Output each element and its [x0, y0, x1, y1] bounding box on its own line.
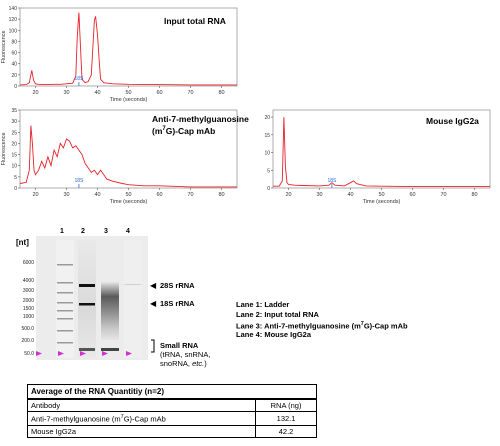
small-rna-title: Small RNA	[160, 341, 199, 350]
y-tick-label: 0	[14, 186, 17, 192]
x-tick-label: 40	[94, 192, 100, 198]
lane-legend-1: Lane 1: Ladder	[236, 300, 290, 309]
table-row: Mouse IgG2a 42.2	[26, 424, 317, 438]
x-tick-label: 60	[156, 90, 162, 96]
y-tick-label: 0	[14, 84, 17, 90]
table-caption-row: Average of the RNA Quantitiy (n=2)	[27, 384, 317, 400]
table-header-row: Antibody RNA (ng)	[26, 398, 317, 412]
series-line	[19, 12, 237, 86]
marker-label-18s: 18S	[74, 178, 84, 184]
x-tick-label: 60	[156, 192, 162, 198]
small-rna-line1: (tRNA, snRNA,	[160, 350, 211, 359]
panel-title-m7g-line1: Anti-7-methylguanosine	[152, 114, 249, 124]
y-tick-label: 100	[9, 28, 18, 34]
y-tick-label: 40	[11, 62, 17, 68]
series-line	[19, 125, 237, 188]
y-tick-label: 80	[11, 39, 17, 45]
chart-input-total-rna: 20 30 40 50 60 70 80 0 20 40 60 80 100 120 140 Time (se…	[1, 6, 238, 103]
table-cell-antibody: Mouse IgG2a	[26, 424, 257, 438]
x-tick-label: 70	[187, 90, 193, 96]
x-tick-label: 80	[218, 192, 224, 198]
y-tick-label: 10	[11, 164, 17, 170]
gel-lane-number: 3	[104, 228, 108, 235]
y-tick-label: 20	[11, 73, 17, 79]
lane-legend-4: Lane 4: Mouse IgG2a	[236, 330, 312, 339]
band-label-18s: 18S rRNA	[160, 299, 195, 308]
chart-mouse-igg2a: 20 30 40 50 60 70 80 0 5 10 15 20 Time (seconds) 18S	[264, 109, 491, 205]
panel-title-input: Input total RNA	[164, 16, 226, 26]
x-tick-label: 80	[218, 90, 224, 96]
x-tick-label: 50	[125, 192, 131, 198]
y-axis-label: Fluorescence	[1, 30, 7, 63]
ladder-label: 50.0	[24, 351, 34, 357]
y-tick-label: 30	[11, 119, 17, 125]
y-tick-label: 60	[11, 51, 17, 57]
table-header-antibody: Antibody	[26, 398, 257, 412]
y-tick-label: 140	[9, 6, 18, 12]
ladder-label: 2000	[22, 298, 34, 304]
table-cell-rna: 42.2	[255, 424, 317, 438]
ladder-label: 1000	[22, 314, 34, 320]
x-tick-label: 40	[347, 192, 353, 198]
table-caption: Average of the RNA Quantitiy (n=2)	[27, 384, 317, 400]
x-tick-label: 30	[63, 90, 69, 96]
band-label-28s: 28S rRNA	[160, 281, 195, 290]
ladder-label: 4000	[22, 278, 34, 284]
x-tick-label: 20	[32, 192, 38, 198]
panel-title-igg2a: Mouse IgG2a	[426, 116, 479, 126]
ladder-label: 200.0	[21, 338, 34, 344]
x-tick-label: 80	[471, 192, 477, 198]
x-axis-label: Time (seconds)	[363, 199, 401, 205]
marker-label-18s: 18S	[327, 178, 337, 184]
x-tick-label: 60	[409, 192, 415, 198]
x-axis-label: Time (seconds)	[110, 97, 148, 103]
x-tick-label: 70	[440, 192, 446, 198]
ladder-label: 6000	[22, 260, 34, 266]
marker-label-18s: 18S	[74, 76, 84, 82]
y-tick-label: 20	[11, 141, 17, 147]
x-axis-label: Time (seconds)	[110, 199, 148, 205]
table-row: Anti-7-methylguanosine (m7G)-Cap mAb 132…	[26, 411, 317, 426]
y-tick-label: 35	[11, 108, 17, 114]
table-cell-antibody: Anti-7-methylguanosine (m7G)-Cap mAb	[26, 411, 257, 426]
y-tick-label: 15	[11, 153, 17, 159]
series-line	[273, 117, 490, 188]
y-tick-label: 5	[14, 175, 17, 181]
lane-legend-3: Lane 3: Anti-7-methylguanosine (m7G)-Cap…	[236, 321, 408, 331]
x-tick-label: 30	[63, 192, 69, 198]
ladder-label: 500.0	[21, 326, 34, 332]
y-tick-label: 5	[267, 168, 270, 174]
x-tick-label: 50	[378, 192, 384, 198]
y-tick-label: 20	[264, 115, 270, 121]
y-tick-label: 0	[267, 186, 270, 192]
y-tick-label: 120	[9, 17, 18, 23]
chart-m7g-cap-mab: 20 30 40 50 60 70 80 0 5 10 15 20 25 30 35 Time (second…	[1, 108, 238, 205]
gel-lane-number: 4	[126, 228, 130, 235]
table-cell-rna: 132.1	[255, 411, 317, 426]
gel-unit-label: [nt]	[16, 238, 29, 247]
x-tick-label: 20	[32, 90, 38, 96]
band-arrow-icon: ◀	[150, 281, 157, 290]
gel-lane-number: 1	[60, 228, 64, 235]
x-tick-label: 70	[187, 192, 193, 198]
band-arrow-icon: ◀	[150, 299, 157, 308]
table-header-rna: RNA (ng)	[255, 398, 317, 412]
rna-quantity-table: Average of the RNA Quantitiy (n=2) Antib…	[26, 384, 317, 438]
ladder-label: 1500	[22, 306, 34, 312]
ladder-label: 3000	[22, 288, 34, 294]
y-tick-label: 10	[264, 151, 270, 157]
panel-title-m7g-line2: (m7G)-Cap mAb	[152, 125, 216, 136]
x-tick-label: 50	[125, 90, 131, 96]
x-tick-label: 40	[94, 90, 100, 96]
y-tick-label: 25	[11, 130, 17, 136]
x-tick-label: 30	[316, 192, 322, 198]
y-axis-label: Fluorescence	[1, 132, 7, 165]
small-rna-line2: snoRNA, etc.)	[160, 359, 207, 368]
x-tick-label: 20	[285, 192, 291, 198]
lane-legend-2: Lane 2: Input total RNA	[236, 310, 319, 319]
small-rna-bracket-icon	[151, 339, 155, 353]
gel-image	[36, 236, 148, 360]
y-tick-label: 15	[264, 133, 270, 139]
gel-lane-number: 2	[81, 228, 85, 235]
